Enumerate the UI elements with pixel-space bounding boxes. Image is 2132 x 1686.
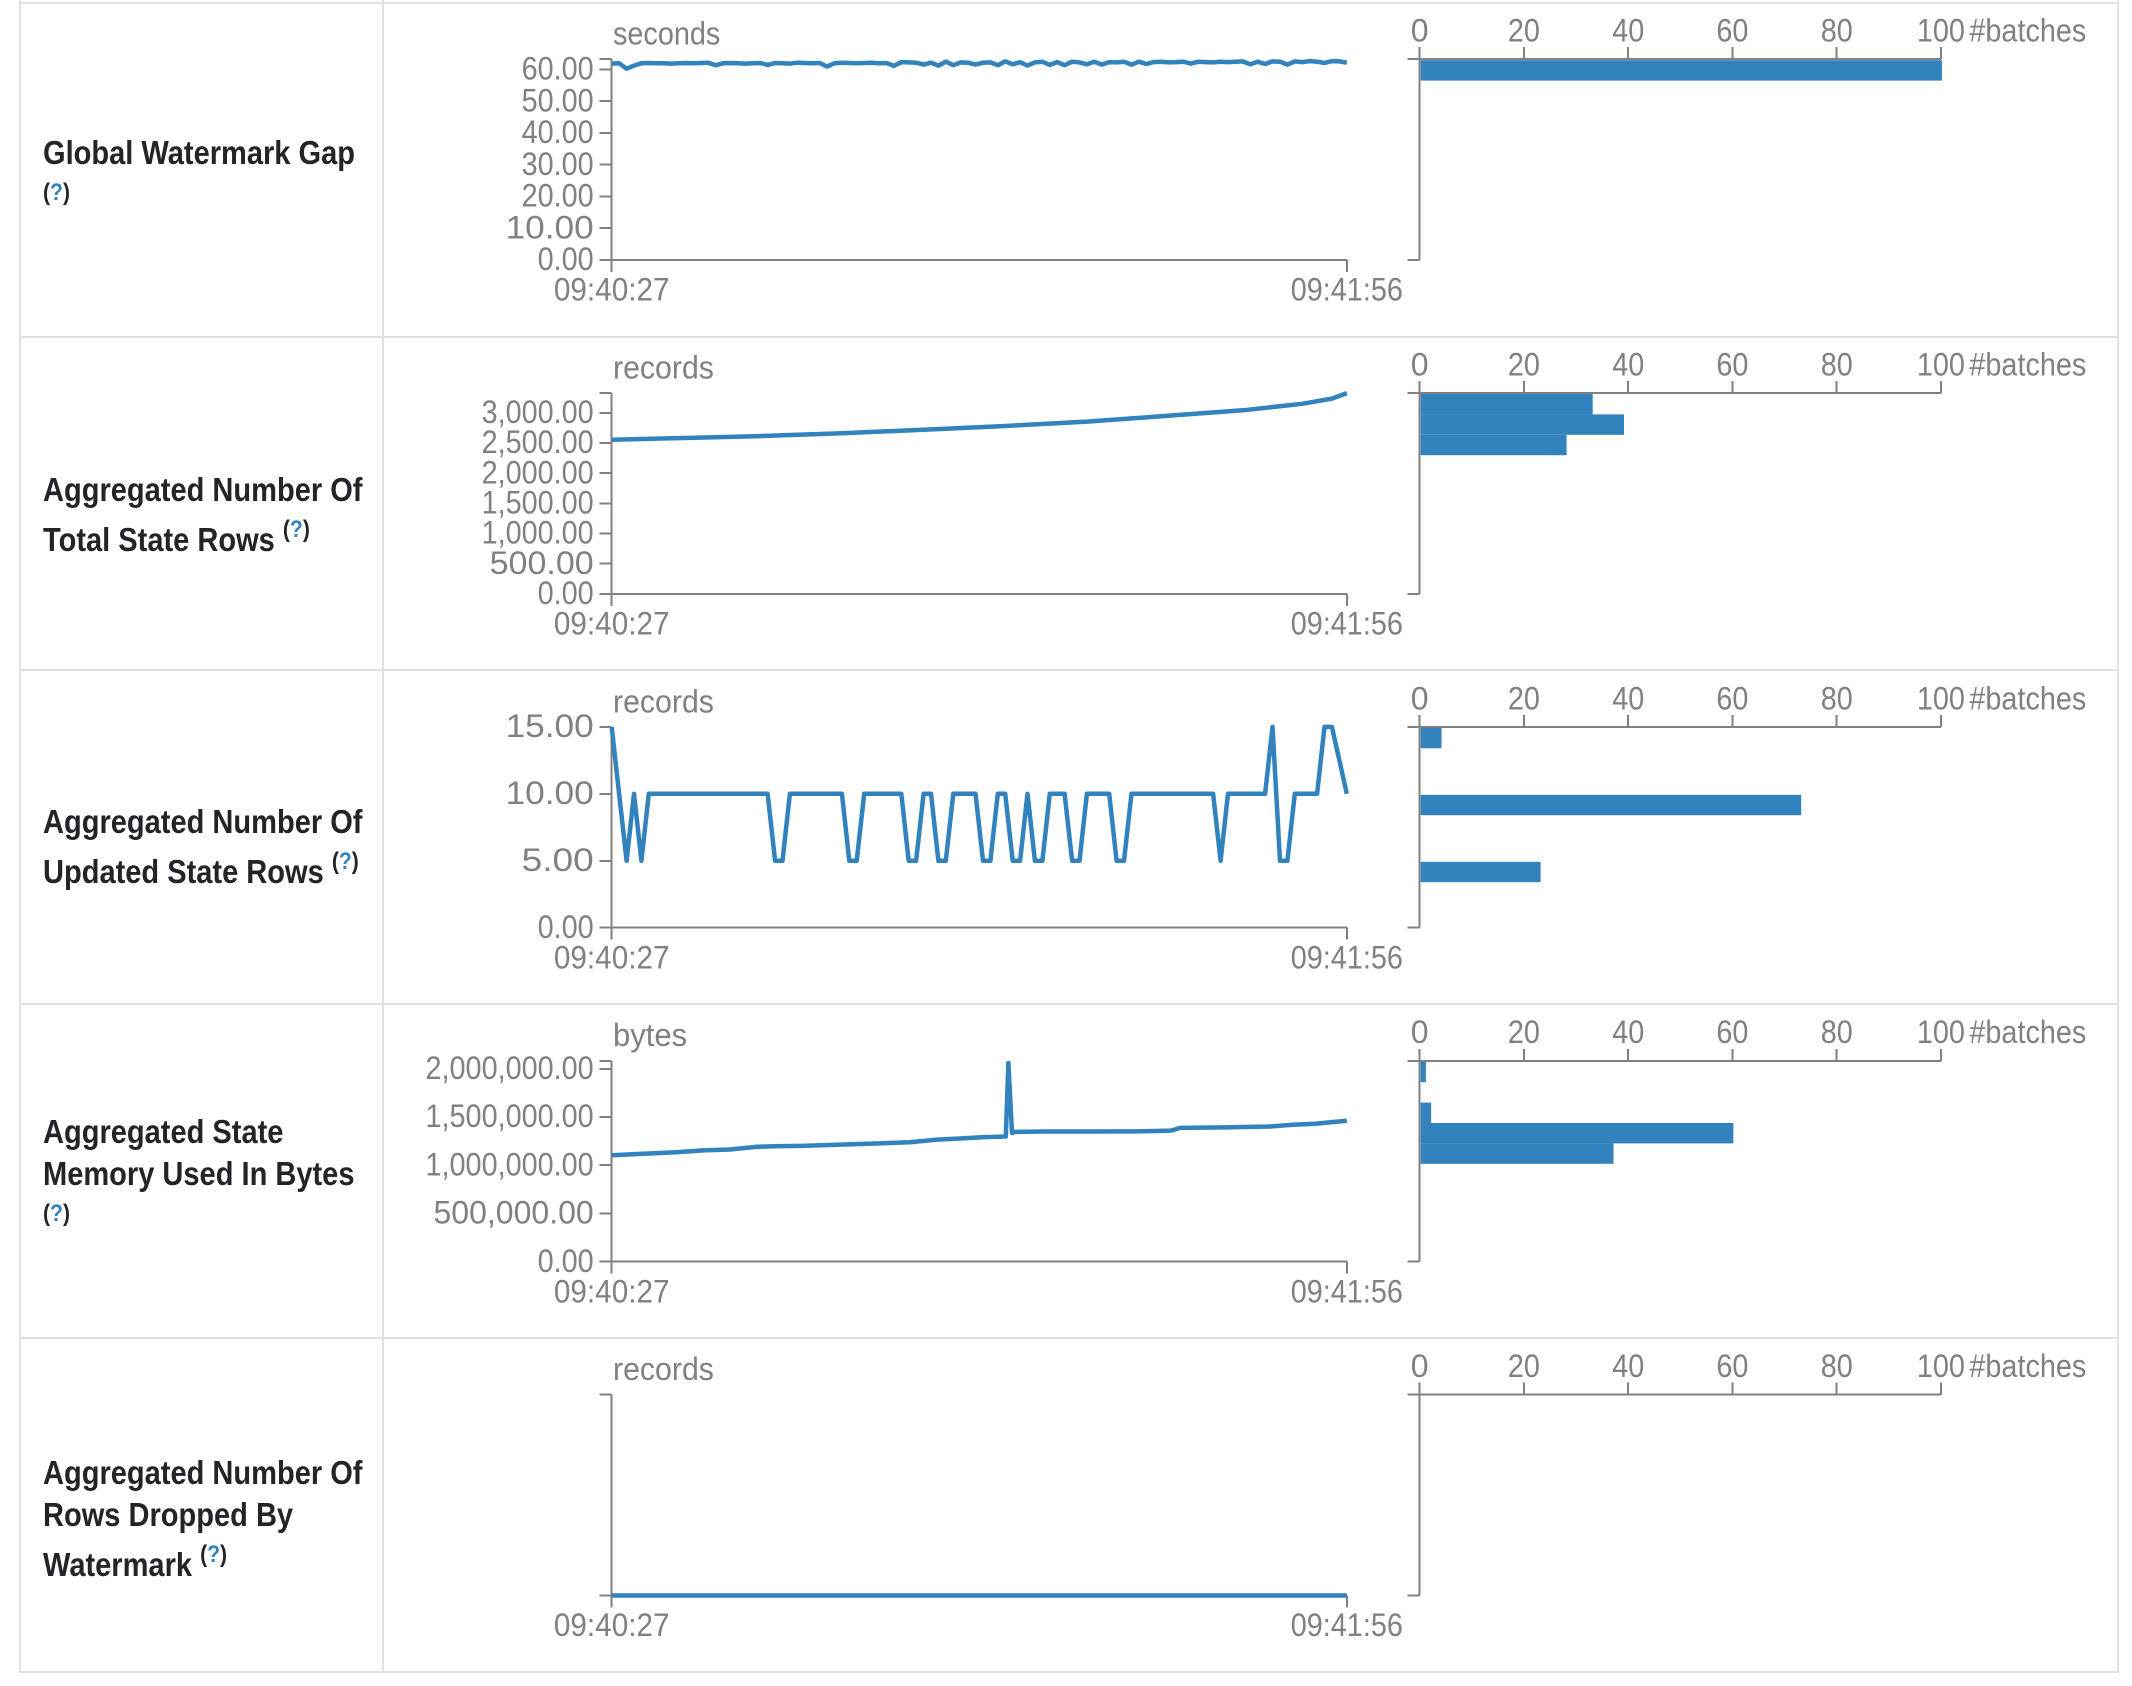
svg-text:10.00: 10.00 xyxy=(506,775,594,811)
svg-text:40: 40 xyxy=(1612,680,1644,716)
svg-text:500.00: 500.00 xyxy=(490,545,594,581)
svg-text:2,500.00: 2,500.00 xyxy=(482,424,594,460)
svg-text:100: 100 xyxy=(1917,1014,1965,1050)
svg-text:09:41:56: 09:41:56 xyxy=(1291,1273,1403,1309)
svg-text:bytes: bytes xyxy=(613,1017,687,1053)
svg-text:40.00: 40.00 xyxy=(522,114,594,150)
svg-text:40: 40 xyxy=(1612,346,1644,382)
svg-text:records: records xyxy=(613,1351,714,1387)
svg-text:09:40:27: 09:40:27 xyxy=(554,606,670,642)
svg-text:100: 100 xyxy=(1917,13,1965,49)
svg-text:09:40:27: 09:40:27 xyxy=(554,1607,670,1643)
svg-text:#batches: #batches xyxy=(1969,13,2086,49)
svg-text:80: 80 xyxy=(1821,346,1853,382)
svg-text:100: 100 xyxy=(1917,346,1965,382)
svg-text:80: 80 xyxy=(1821,1348,1853,1384)
svg-text:1,500,000.00: 1,500,000.00 xyxy=(426,1098,594,1134)
svg-text:80: 80 xyxy=(1821,1014,1853,1050)
svg-text:0.00: 0.00 xyxy=(538,1243,594,1279)
svg-text:100: 100 xyxy=(1917,1348,1965,1384)
svg-text:#batches: #batches xyxy=(1969,680,2086,716)
svg-text:#batches: #batches xyxy=(1969,1348,2086,1384)
svg-text:20: 20 xyxy=(1508,346,1540,382)
svg-text:30.00: 30.00 xyxy=(522,146,594,182)
svg-text:#batches: #batches xyxy=(1969,346,2086,382)
svg-text:09:41:56: 09:41:56 xyxy=(1291,939,1403,975)
svg-text:5.00: 5.00 xyxy=(522,842,594,878)
svg-text:80: 80 xyxy=(1821,13,1853,49)
svg-text:60: 60 xyxy=(1716,346,1748,382)
svg-text:0: 0 xyxy=(1411,13,1429,49)
svg-text:0: 0 xyxy=(1411,346,1429,382)
svg-text:20: 20 xyxy=(1508,680,1540,716)
svg-text:records: records xyxy=(613,683,714,719)
svg-text:09:40:27: 09:40:27 xyxy=(554,939,670,975)
svg-text:0.00: 0.00 xyxy=(538,909,594,945)
svg-text:seconds: seconds xyxy=(613,16,720,52)
svg-text:60: 60 xyxy=(1716,1348,1748,1384)
svg-text:20: 20 xyxy=(1508,13,1540,49)
svg-text:1,000,000.00: 1,000,000.00 xyxy=(426,1146,594,1182)
svg-text:09:40:27: 09:40:27 xyxy=(554,272,670,308)
svg-text:80: 80 xyxy=(1821,680,1853,716)
svg-text:20: 20 xyxy=(1508,1348,1540,1384)
svg-text:3,000.00: 3,000.00 xyxy=(482,394,594,430)
svg-text:records: records xyxy=(613,349,714,385)
svg-text:0.00: 0.00 xyxy=(538,241,594,277)
svg-text:40: 40 xyxy=(1612,1348,1644,1384)
svg-text:60.00: 60.00 xyxy=(522,51,594,87)
svg-text:40: 40 xyxy=(1612,13,1644,49)
svg-text:1,500.00: 1,500.00 xyxy=(482,485,594,521)
svg-text:1,000.00: 1,000.00 xyxy=(482,515,594,551)
svg-text:50.00: 50.00 xyxy=(522,82,594,118)
svg-text:#batches: #batches xyxy=(1969,1014,2086,1050)
svg-text:60: 60 xyxy=(1716,1014,1748,1050)
svg-text:100: 100 xyxy=(1917,680,1965,716)
svg-text:40: 40 xyxy=(1612,1014,1644,1050)
svg-text:09:41:56: 09:41:56 xyxy=(1291,1607,1403,1643)
svg-text:15.00: 15.00 xyxy=(506,708,594,744)
svg-text:60: 60 xyxy=(1716,680,1748,716)
svg-text:500,000.00: 500,000.00 xyxy=(434,1195,594,1231)
svg-text:20: 20 xyxy=(1508,1014,1540,1050)
svg-text:09:40:27: 09:40:27 xyxy=(554,1273,670,1309)
svg-text:09:41:56: 09:41:56 xyxy=(1291,272,1403,308)
svg-text:10.00: 10.00 xyxy=(506,209,594,245)
svg-text:60: 60 xyxy=(1716,13,1748,49)
svg-text:0: 0 xyxy=(1411,1014,1429,1050)
svg-text:0.00: 0.00 xyxy=(538,575,594,611)
svg-text:2,000.00: 2,000.00 xyxy=(482,454,594,490)
svg-text:0: 0 xyxy=(1411,680,1429,716)
svg-text:2,000,000.00: 2,000,000.00 xyxy=(426,1050,594,1086)
svg-text:09:41:56: 09:41:56 xyxy=(1291,606,1403,642)
svg-text:20.00: 20.00 xyxy=(522,178,594,214)
svg-text:0: 0 xyxy=(1411,1348,1429,1384)
